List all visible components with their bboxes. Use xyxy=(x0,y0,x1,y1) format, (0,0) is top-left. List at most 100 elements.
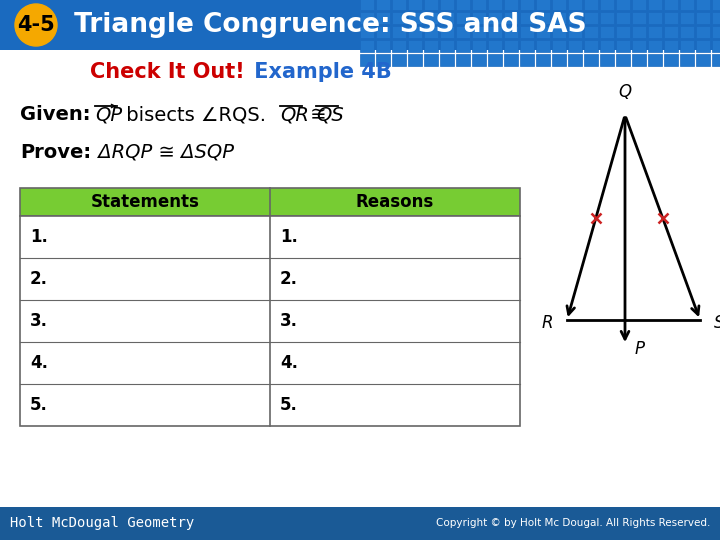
FancyBboxPatch shape xyxy=(584,26,598,38)
FancyBboxPatch shape xyxy=(552,40,566,52)
FancyBboxPatch shape xyxy=(408,40,422,52)
FancyBboxPatch shape xyxy=(600,26,614,38)
FancyBboxPatch shape xyxy=(632,12,646,24)
Text: 2.: 2. xyxy=(30,270,48,288)
FancyBboxPatch shape xyxy=(376,54,390,66)
FancyBboxPatch shape xyxy=(568,12,582,24)
Text: Prove:: Prove: xyxy=(20,143,91,161)
FancyBboxPatch shape xyxy=(600,12,614,24)
FancyBboxPatch shape xyxy=(408,26,422,38)
FancyBboxPatch shape xyxy=(552,54,566,66)
Text: 4.: 4. xyxy=(30,354,48,372)
Text: Example 4B: Example 4B xyxy=(247,62,392,82)
FancyBboxPatch shape xyxy=(712,54,720,66)
FancyBboxPatch shape xyxy=(504,40,518,52)
FancyBboxPatch shape xyxy=(632,40,646,52)
FancyBboxPatch shape xyxy=(504,0,518,10)
Text: R: R xyxy=(541,314,553,332)
FancyBboxPatch shape xyxy=(376,0,390,10)
FancyBboxPatch shape xyxy=(696,26,710,38)
FancyBboxPatch shape xyxy=(696,12,710,24)
FancyBboxPatch shape xyxy=(616,54,630,66)
FancyBboxPatch shape xyxy=(424,0,438,10)
FancyBboxPatch shape xyxy=(680,54,694,66)
FancyBboxPatch shape xyxy=(392,54,406,66)
FancyBboxPatch shape xyxy=(568,40,582,52)
Text: Q: Q xyxy=(618,83,631,101)
FancyBboxPatch shape xyxy=(520,54,534,66)
FancyBboxPatch shape xyxy=(424,12,438,24)
FancyBboxPatch shape xyxy=(504,12,518,24)
FancyBboxPatch shape xyxy=(456,54,470,66)
FancyBboxPatch shape xyxy=(552,26,566,38)
FancyBboxPatch shape xyxy=(0,0,720,50)
FancyBboxPatch shape xyxy=(584,0,598,10)
FancyBboxPatch shape xyxy=(632,26,646,38)
Text: 1.: 1. xyxy=(280,228,298,246)
FancyBboxPatch shape xyxy=(648,0,662,10)
FancyBboxPatch shape xyxy=(360,26,374,38)
Text: Reasons: Reasons xyxy=(356,193,434,211)
FancyBboxPatch shape xyxy=(376,12,390,24)
FancyBboxPatch shape xyxy=(616,12,630,24)
FancyBboxPatch shape xyxy=(664,12,678,24)
FancyBboxPatch shape xyxy=(616,26,630,38)
FancyBboxPatch shape xyxy=(616,40,630,52)
FancyBboxPatch shape xyxy=(568,26,582,38)
FancyBboxPatch shape xyxy=(536,26,550,38)
FancyBboxPatch shape xyxy=(472,26,486,38)
FancyBboxPatch shape xyxy=(392,12,406,24)
Circle shape xyxy=(15,4,57,46)
FancyBboxPatch shape xyxy=(696,54,710,66)
FancyBboxPatch shape xyxy=(520,0,534,10)
FancyBboxPatch shape xyxy=(712,26,720,38)
FancyBboxPatch shape xyxy=(680,0,694,10)
FancyBboxPatch shape xyxy=(552,0,566,10)
Text: Holt McDougal Geometry: Holt McDougal Geometry xyxy=(10,516,194,530)
FancyBboxPatch shape xyxy=(632,0,646,10)
FancyBboxPatch shape xyxy=(360,40,374,52)
Text: QP: QP xyxy=(95,105,122,125)
FancyBboxPatch shape xyxy=(488,40,502,52)
Text: ΔRQP ≅ ΔSQP: ΔRQP ≅ ΔSQP xyxy=(92,143,234,161)
Text: QS: QS xyxy=(316,105,343,125)
FancyBboxPatch shape xyxy=(520,40,534,52)
FancyBboxPatch shape xyxy=(536,0,550,10)
FancyBboxPatch shape xyxy=(360,0,374,10)
FancyBboxPatch shape xyxy=(408,0,422,10)
FancyBboxPatch shape xyxy=(520,26,534,38)
Text: QR: QR xyxy=(280,105,309,125)
FancyBboxPatch shape xyxy=(456,12,470,24)
Text: S: S xyxy=(714,314,720,332)
FancyBboxPatch shape xyxy=(488,54,502,66)
FancyBboxPatch shape xyxy=(440,54,454,66)
FancyBboxPatch shape xyxy=(536,54,550,66)
FancyBboxPatch shape xyxy=(536,40,550,52)
Text: P: P xyxy=(635,340,645,358)
FancyBboxPatch shape xyxy=(664,26,678,38)
FancyBboxPatch shape xyxy=(552,12,566,24)
FancyBboxPatch shape xyxy=(376,26,390,38)
FancyBboxPatch shape xyxy=(488,12,502,24)
Text: 1.: 1. xyxy=(30,228,48,246)
FancyBboxPatch shape xyxy=(664,0,678,10)
FancyBboxPatch shape xyxy=(408,54,422,66)
FancyBboxPatch shape xyxy=(696,40,710,52)
Text: 2.: 2. xyxy=(280,270,298,288)
FancyBboxPatch shape xyxy=(392,26,406,38)
FancyBboxPatch shape xyxy=(424,40,438,52)
FancyBboxPatch shape xyxy=(616,0,630,10)
FancyBboxPatch shape xyxy=(456,26,470,38)
Text: 3.: 3. xyxy=(280,312,298,330)
FancyBboxPatch shape xyxy=(648,54,662,66)
FancyBboxPatch shape xyxy=(648,12,662,24)
FancyBboxPatch shape xyxy=(488,0,502,10)
Text: Triangle Congruence: SSS and SAS: Triangle Congruence: SSS and SAS xyxy=(65,12,587,38)
FancyBboxPatch shape xyxy=(664,40,678,52)
FancyBboxPatch shape xyxy=(424,26,438,38)
FancyBboxPatch shape xyxy=(568,0,582,10)
FancyBboxPatch shape xyxy=(392,0,406,10)
FancyBboxPatch shape xyxy=(472,54,486,66)
FancyBboxPatch shape xyxy=(440,40,454,52)
Text: 4.: 4. xyxy=(280,354,298,372)
